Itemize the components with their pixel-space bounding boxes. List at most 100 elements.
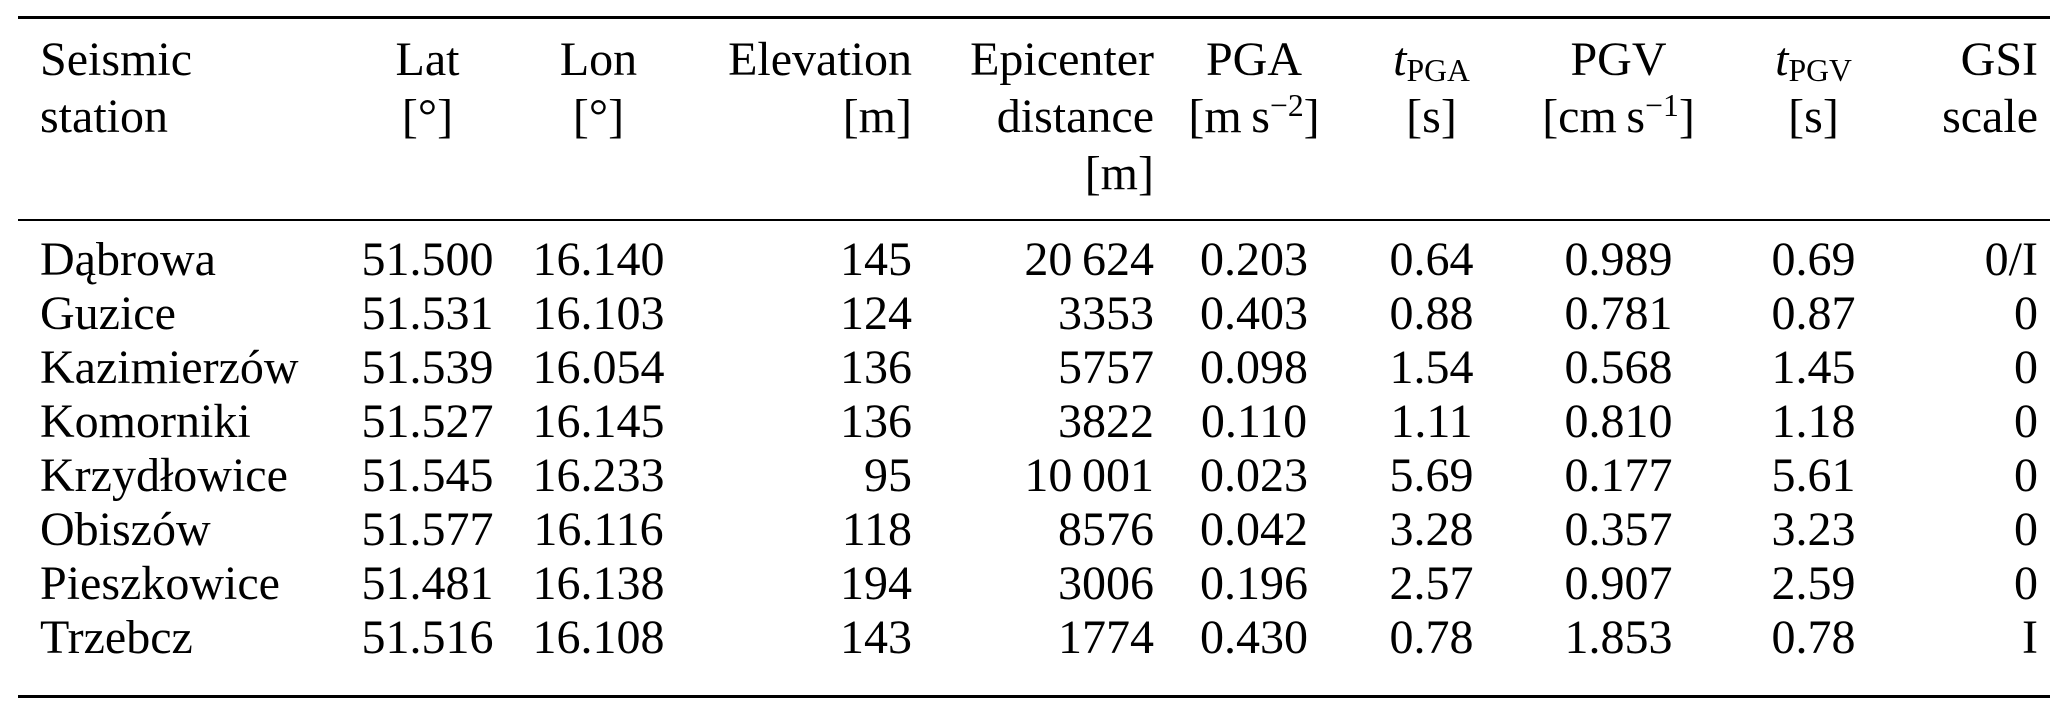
- table-row: Guzice 51.531 16.103 124 3353 0.403 0.88…: [18, 287, 2050, 341]
- header-unit: [°]: [401, 90, 454, 143]
- cell-epicenter-distance: 3353: [1058, 287, 1154, 340]
- col-header-lat: Lat [°]: [350, 17, 505, 221]
- header-unit: [s]: [1406, 90, 1457, 143]
- cell-station: Komorniki: [40, 395, 251, 448]
- header-unit: [m]: [1084, 147, 1154, 200]
- col-header-pgv: PGV [cm s−1]: [1515, 17, 1722, 221]
- table-row: Obiszów 51.577 16.116 118 8576 0.042 3.2…: [18, 503, 2050, 557]
- header-unit: [m]: [842, 90, 912, 143]
- cell-t-pga: 5.69: [1389, 449, 1474, 502]
- table-row: Trzebcz 51.516 16.108 143 1774 0.430 0.7…: [18, 611, 2050, 697]
- cell-epicenter-distance: 3822: [1058, 395, 1154, 448]
- cell-t-pgv: 1.18: [1771, 395, 1856, 448]
- cell-t-pgv: 5.61: [1771, 449, 1856, 502]
- header-line: station: [40, 90, 168, 143]
- cell-pga: 0.196: [1200, 557, 1308, 610]
- table-row: Pieszkowice 51.481 16.138 194 3006 0.196…: [18, 557, 2050, 611]
- header-line: PGA: [1205, 33, 1303, 86]
- cell-epicenter-distance: 3006: [1058, 557, 1154, 610]
- cell-lat: 51.500: [361, 233, 494, 286]
- cell-lat: 51.516: [361, 611, 494, 664]
- cell-station: Dąbrowa: [40, 233, 216, 286]
- cell-lon: 16.138: [532, 557, 665, 610]
- cell-lon: 16.145: [532, 395, 665, 448]
- cell-t-pgv: 0.87: [1771, 287, 1856, 340]
- cell-pgv: 0.989: [1564, 233, 1673, 286]
- cell-lon: 16.054: [532, 341, 665, 394]
- cell-t-pga: 0.88: [1389, 287, 1474, 340]
- header-line: GSI: [1960, 33, 2038, 86]
- cell-pgv: 0.357: [1564, 503, 1673, 556]
- cell-lat: 51.527: [361, 395, 494, 448]
- t-symbol: t: [1775, 33, 1789, 86]
- cell-pga: 0.203: [1200, 233, 1308, 286]
- header-line: Epicenter: [970, 33, 1154, 86]
- header-line: Elevation: [728, 33, 912, 86]
- header-line: Seismic: [40, 33, 192, 86]
- cell-pgv: 0.810: [1564, 395, 1673, 448]
- cell-pga: 0.042: [1200, 503, 1308, 556]
- cell-elevation: 124: [840, 287, 912, 340]
- cell-station: Pieszkowice: [40, 557, 280, 610]
- cell-gsi: 0: [2014, 287, 2038, 340]
- header-line: Lon: [559, 33, 638, 86]
- cell-t-pgv: 0.69: [1771, 233, 1856, 286]
- header-line: tPGA: [1348, 31, 1515, 88]
- cell-station: Obiszów: [40, 503, 211, 556]
- header-line: Lat: [395, 33, 460, 86]
- cell-lon: 16.140: [532, 233, 665, 286]
- t-symbol: t: [1393, 33, 1407, 86]
- cell-gsi: 0: [2014, 341, 2038, 394]
- cell-lat: 51.545: [361, 449, 494, 502]
- header-unit: [s]: [1788, 90, 1839, 143]
- seismic-stations-table: Seismic station Lat [°] Lon [°] Elevatio…: [18, 16, 2050, 698]
- table-row: Krzydłowice 51.545 16.233 95 10 001 0.02…: [18, 449, 2050, 503]
- header-unit: [m s−2]: [1188, 88, 1320, 143]
- cell-station: Guzice: [40, 287, 176, 340]
- header-line: distance: [996, 90, 1154, 143]
- header-line: tPGV: [1722, 31, 1905, 88]
- cell-t-pga: 1.11: [1390, 395, 1473, 448]
- header-unit: [cm s−1]: [1542, 88, 1695, 143]
- col-header-seismic-station: Seismic station: [18, 17, 350, 221]
- cell-epicenter-distance: 1774: [1058, 611, 1154, 664]
- cell-lat: 51.481: [361, 557, 494, 610]
- cell-pga: 0.023: [1200, 449, 1308, 502]
- col-header-epicenter-distance: Epicenter distance [m]: [918, 17, 1160, 221]
- cell-lon: 16.108: [532, 611, 665, 664]
- cell-pga: 0.098: [1200, 341, 1308, 394]
- cell-t-pga: 0.78: [1389, 611, 1474, 664]
- subscript: PGV: [1788, 52, 1852, 88]
- cell-station: Kazimierzów: [40, 341, 299, 394]
- cell-elevation: 136: [840, 395, 912, 448]
- col-header-elevation: Elevation [m]: [692, 17, 918, 221]
- table-row: Dąbrowa 51.500 16.140 145 20 624 0.203 0…: [18, 220, 2050, 287]
- cell-t-pga: 0.64: [1389, 233, 1474, 286]
- cell-lat: 51.577: [361, 503, 494, 556]
- cell-station: Krzydłowice: [40, 449, 288, 502]
- cell-epicenter-distance: 20 624: [1024, 233, 1154, 286]
- cell-t-pgv: 2.59: [1771, 557, 1856, 610]
- table-row: Kazimierzów 51.539 16.054 136 5757 0.098…: [18, 341, 2050, 395]
- cell-t-pga: 1.54: [1389, 341, 1474, 394]
- cell-pgv: 0.568: [1564, 341, 1673, 394]
- cell-pga: 0.403: [1200, 287, 1308, 340]
- cell-elevation: 118: [841, 503, 912, 556]
- superscript: −1: [1645, 88, 1679, 124]
- cell-elevation: 143: [840, 611, 912, 664]
- col-header-gsi: GSI scale: [1905, 17, 2050, 221]
- cell-elevation: 95: [864, 449, 912, 502]
- cell-lon: 16.116: [533, 503, 664, 556]
- cell-t-pgv: 0.78: [1771, 611, 1856, 664]
- cell-lon: 16.233: [532, 449, 665, 502]
- cell-t-pgv: 3.23: [1771, 503, 1856, 556]
- cell-pgv: 0.177: [1564, 449, 1673, 502]
- cell-lon: 16.103: [532, 287, 665, 340]
- table-body: Dąbrowa 51.500 16.140 145 20 624 0.203 0…: [18, 220, 2050, 697]
- col-header-lon: Lon [°]: [505, 17, 692, 221]
- cell-lat: 51.531: [361, 287, 494, 340]
- cell-station: Trzebcz: [40, 611, 193, 664]
- cell-pga: 0.110: [1200, 395, 1308, 448]
- cell-elevation: 145: [840, 233, 912, 286]
